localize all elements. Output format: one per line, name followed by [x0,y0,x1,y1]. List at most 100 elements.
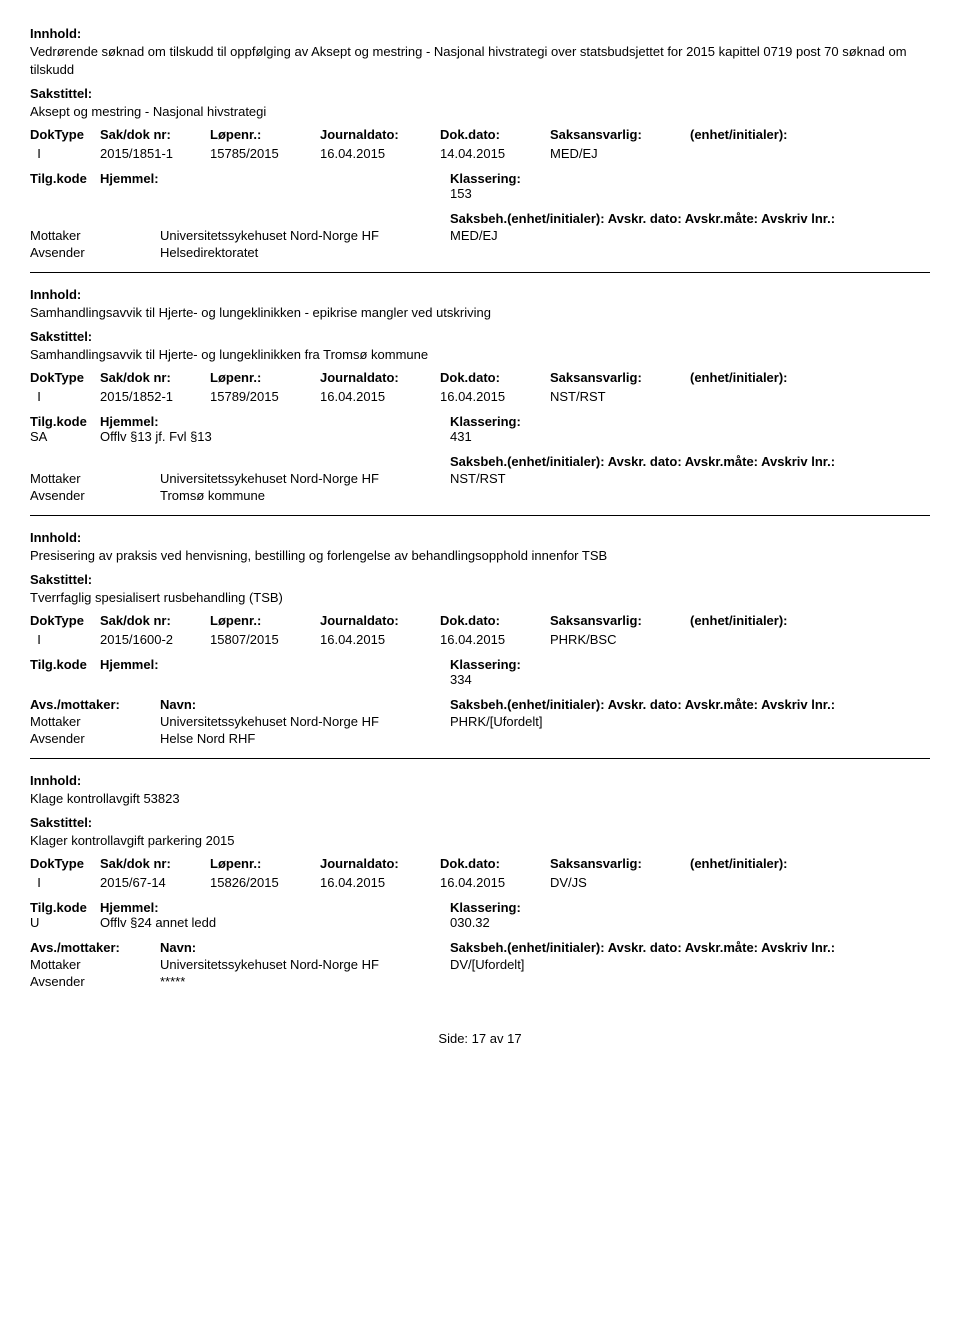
lopenr-value: 15807/2015 [210,632,320,647]
hjemmel-label: Hjemmel: [100,657,159,672]
mottaker-row: Mottaker Universitetssykehuset Nord-Norg… [30,228,930,243]
columns-header: DokType Sak/dok nr: Løpenr.: Journaldato… [30,856,930,871]
saksansvarlig-label: Saksansvarlig: [550,613,690,628]
avsender-row: Avsender Helse Nord RHF [30,731,930,746]
hjemmel-value: Offlv §24 annet ledd [100,915,216,930]
columns-values: I 2015/67-14 15826/2015 16.04.2015 16.04… [30,875,930,890]
dokdato-value: 16.04.2015 [440,875,550,890]
party-header: Saksbeh.(enhet/initialer): Avskr. dato: … [30,454,930,469]
innhold-label: Innhold: [30,773,930,788]
page-number: 17 [472,1031,486,1046]
journaldato-label: Journaldato: [320,370,440,385]
dokdato-value: 14.04.2015 [440,146,550,161]
page-total: 17 [507,1031,521,1046]
side-label: Side: [438,1031,468,1046]
doktype-value: I [30,389,100,404]
columns-values: I 2015/1851-1 15785/2015 16.04.2015 14.0… [30,146,930,161]
avsender-label: Avsender [30,245,160,260]
tilgkode-value: SA [30,429,100,444]
dokdato-value: 16.04.2015 [440,389,550,404]
journal-entry-list: Innhold: Vedrørende søknad om tilskudd t… [30,26,930,1001]
columns-header: DokType Sak/dok nr: Løpenr.: Journaldato… [30,370,930,385]
sakstittel-label: Sakstittel: [30,815,930,830]
sakstittel-text: Samhandlingsavvik til Hjerte- og lungekl… [30,346,930,364]
columns-values: I 2015/1600-2 15807/2015 16.04.2015 16.0… [30,632,930,647]
klassering-value: 153 [450,186,930,201]
dokdato-label: Dok.dato: [440,127,550,142]
mottaker-row: Mottaker Universitetssykehuset Nord-Norg… [30,957,930,972]
sakdok-value: 2015/67-14 [100,875,210,890]
tilg-klass-row: Tilg.kode Hjemmel: Klassering: 153 [30,171,930,201]
mottaker-label: Mottaker [30,714,160,729]
sakstittel-label: Sakstittel: [30,329,930,344]
dokdato-value: 16.04.2015 [440,632,550,647]
innhold-text: Vedrørende søknad om tilskudd til oppføl… [30,43,930,78]
avsender-navn: Tromsø kommune [160,488,450,503]
innhold-label: Innhold: [30,287,930,302]
doktype-value: I [30,875,100,890]
lopenr-label: Løpenr.: [210,127,320,142]
journaldato-value: 16.04.2015 [320,875,440,890]
party-header: Avs./mottaker: Navn: Saksbeh.(enhet/init… [30,697,930,712]
tilg-klass-row: Tilg.kode Hjemmel: U Offlv §24 annet led… [30,900,930,930]
tilgkode-label: Tilg.kode [30,900,100,915]
tilgkode-label: Tilg.kode [30,171,100,186]
av-label: av [490,1031,504,1046]
klassering-value: 431 [450,429,930,444]
mottaker-label: Mottaker [30,228,160,243]
sakdok-value: 2015/1851-1 [100,146,210,161]
enhet-label: (enhet/initialer): [690,370,840,385]
lopenr-label: Løpenr.: [210,370,320,385]
mottaker-row: Mottaker Universitetssykehuset Nord-Norg… [30,714,930,729]
doktype-value: I [30,146,100,161]
lopenr-value: 15826/2015 [210,875,320,890]
mottaker-label: Mottaker [30,471,160,486]
navn-label: Navn: [160,697,450,712]
mottaker-navn: Universitetssykehuset Nord-Norge HF [160,228,450,243]
party-header: Saksbeh.(enhet/initialer): Avskr. dato: … [30,211,930,226]
dokdato-label: Dok.dato: [440,613,550,628]
navn-label: Navn: [160,940,450,955]
saksbeh-header: Saksbeh.(enhet/initialer): Avskr. dato: … [450,697,930,712]
mottaker-saksbeh: PHRK/[Ufordelt] [450,714,930,729]
lopenr-value: 15789/2015 [210,389,320,404]
innhold-text: Klage kontrollavgift 53823 [30,790,930,808]
saksbeh-header: Saksbeh.(enhet/initialer): Avskr. dato: … [450,211,930,226]
journal-entry: Innhold: Klage kontrollavgift 53823 Saks… [30,773,930,1001]
mottaker-navn: Universitetssykehuset Nord-Norge HF [160,957,450,972]
avsender-label: Avsender [30,488,160,503]
sakstittel-text: Tverrfaglig spesialisert rusbehandling (… [30,589,930,607]
avs-mottaker-label: Avs./mottaker: [30,940,160,955]
doktype-label: DokType [30,613,100,628]
mottaker-row: Mottaker Universitetssykehuset Nord-Norg… [30,471,930,486]
saksansvarlig-value: NST/RST [550,389,690,404]
sakstittel-label: Sakstittel: [30,86,930,101]
lopenr-value: 15785/2015 [210,146,320,161]
sakdok-label: Sak/dok nr: [100,127,210,142]
lopenr-label: Løpenr.: [210,856,320,871]
avsender-navn: ***** [160,974,450,989]
avsender-row: Avsender Helsedirektoratet [30,245,930,260]
sakdok-label: Sak/dok nr: [100,370,210,385]
klassering-label: Klassering: [450,171,930,186]
innhold-label: Innhold: [30,26,930,41]
tilgkode-label: Tilg.kode [30,414,100,429]
avs-mottaker-label: Avs./mottaker: [30,697,160,712]
journal-entry: Innhold: Samhandlingsavvik til Hjerte- o… [30,287,930,516]
innhold-text: Presisering av praksis ved henvisning, b… [30,547,930,565]
saksansvarlig-label: Saksansvarlig: [550,127,690,142]
sakstittel-text: Klager kontrollavgift parkering 2015 [30,832,930,850]
klassering-label: Klassering: [450,657,930,672]
saksbeh-header: Saksbeh.(enhet/initialer): Avskr. dato: … [450,454,930,469]
sakdok-label: Sak/dok nr: [100,613,210,628]
mottaker-saksbeh: MED/EJ [450,228,930,243]
page-footer: Side: 17 av 17 [30,1031,930,1046]
avsender-navn: Helse Nord RHF [160,731,450,746]
mottaker-navn: Universitetssykehuset Nord-Norge HF [160,471,450,486]
tilgkode-value: U [30,915,100,930]
klassering-value: 030.32 [450,915,930,930]
mottaker-navn: Universitetssykehuset Nord-Norge HF [160,714,450,729]
tilg-klass-row: Tilg.kode Hjemmel: SA Offlv §13 jf. Fvl … [30,414,930,444]
saksansvarlig-value: DV/JS [550,875,690,890]
mottaker-saksbeh: DV/[Ufordelt] [450,957,930,972]
